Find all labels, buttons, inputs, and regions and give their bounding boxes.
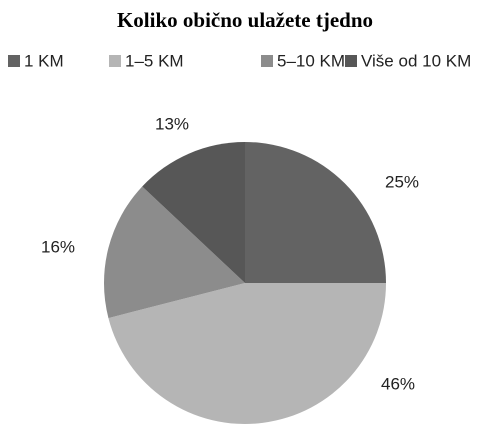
data-label: 46% <box>381 374 415 393</box>
legend-swatch <box>345 55 357 67</box>
legend-label: 1 KM <box>24 51 64 70</box>
data-label: 13% <box>155 114 189 133</box>
legend-swatch <box>8 55 20 67</box>
chart-title: Koliko obično ulažete tjedno <box>117 8 373 32</box>
pie-slice <box>142 142 245 283</box>
data-label: 16% <box>41 237 75 256</box>
legend-label: Više od 10 KM <box>361 51 471 70</box>
data-label: 25% <box>385 172 419 191</box>
legend-swatch <box>109 55 121 67</box>
legend-label: 5–10 KM <box>277 51 345 70</box>
pie-slice <box>108 283 386 425</box>
pie-slice <box>103 186 245 319</box>
legend-swatch <box>261 55 273 67</box>
legend-label: 1–5 KM <box>125 51 184 70</box>
pie-slice <box>245 142 386 283</box>
